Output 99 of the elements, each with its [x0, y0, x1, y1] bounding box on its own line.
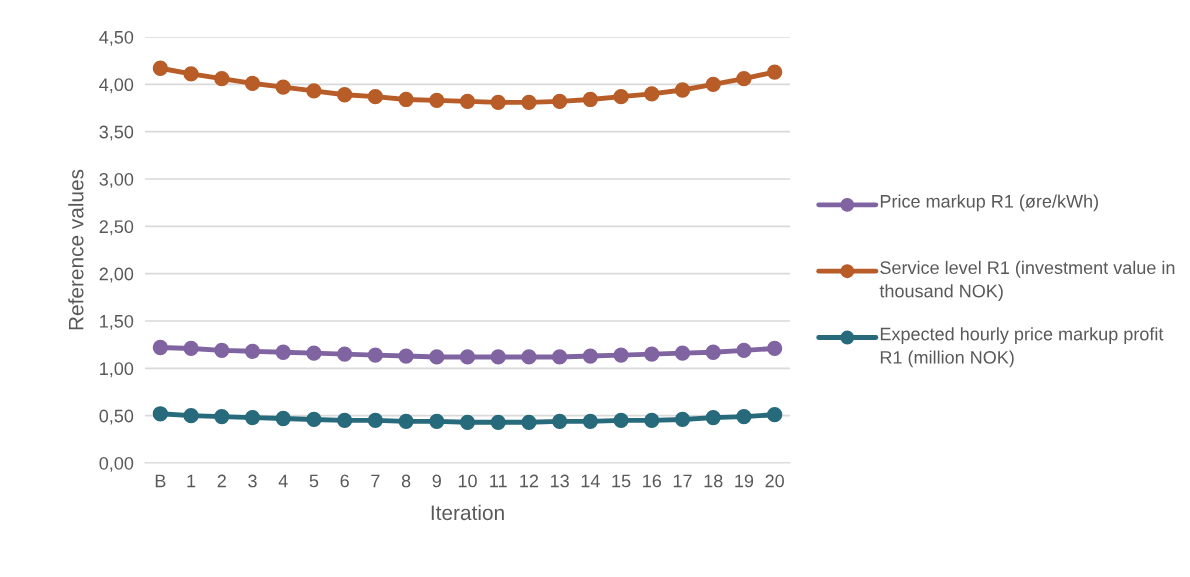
x-tick-label: 9	[432, 474, 441, 488]
x-tick-label: 12	[520, 474, 539, 488]
point	[429, 92, 445, 109]
point	[306, 83, 322, 99]
x-tick-label: 7	[371, 474, 380, 488]
point	[306, 411, 322, 428]
point	[736, 408, 752, 425]
x-tick-label: 20	[765, 474, 784, 488]
x-tick-label: 13	[550, 474, 569, 488]
point	[183, 66, 199, 82]
point	[674, 82, 691, 98]
point	[152, 406, 168, 422]
y-axis-title: Reference values	[68, 169, 84, 330]
legend-label: Expected hourly price markup profit R1 (million NOK)	[880, 327, 1164, 368]
point	[767, 64, 783, 80]
y-tick-label: 2,00	[99, 267, 134, 283]
x-tick-label: 14	[581, 474, 600, 488]
y-tick-label: 0,50	[99, 409, 134, 425]
point	[582, 413, 598, 429]
point	[552, 349, 568, 365]
point	[767, 340, 783, 357]
point	[152, 339, 168, 356]
point	[521, 349, 537, 365]
point	[644, 86, 660, 102]
point	[275, 344, 291, 360]
point	[674, 345, 691, 361]
point	[183, 408, 199, 424]
point	[736, 342, 752, 358]
point	[674, 411, 691, 428]
point	[214, 408, 230, 425]
point	[644, 346, 660, 362]
point	[705, 344, 721, 360]
point	[337, 346, 353, 362]
point	[398, 348, 414, 364]
point	[306, 345, 322, 361]
point	[275, 410, 291, 427]
point	[613, 89, 629, 105]
point	[214, 71, 230, 87]
x-tick-label: 17	[673, 474, 692, 488]
point	[459, 414, 476, 430]
x-tick-label: 6	[340, 474, 349, 488]
x-tick-label: 10	[458, 474, 477, 488]
y-tick-label: 3,50	[99, 125, 134, 141]
point	[275, 79, 291, 95]
x-tick-label: 16	[643, 474, 662, 488]
point	[521, 414, 537, 430]
y-tick-label: 1,00	[100, 362, 134, 378]
x-tick-label: 11	[490, 474, 507, 488]
y-tick-label: 1,50	[100, 314, 134, 330]
point	[705, 76, 721, 92]
point	[244, 343, 261, 359]
legend-label: Service level R1 (investment value in thousand NOK)	[879, 260, 1175, 301]
point	[490, 94, 506, 110]
x-tick-label: 18	[704, 474, 723, 488]
x-tick-label: 3	[248, 474, 257, 488]
point	[367, 412, 383, 429]
point	[736, 71, 752, 87]
point	[152, 60, 168, 76]
point	[705, 409, 721, 426]
point	[367, 347, 383, 363]
point	[214, 342, 230, 358]
legend-label: Price markup R1 (øre/kWh)	[880, 194, 1098, 212]
point	[613, 412, 629, 429]
point	[552, 93, 568, 110]
x-tick-label: 5	[309, 474, 319, 488]
x-tick-label: B	[155, 474, 166, 488]
point	[367, 89, 383, 105]
y-tick-label: 3,00	[99, 172, 134, 188]
x-tick-label: 4	[278, 474, 288, 488]
point	[398, 91, 414, 108]
point	[552, 413, 568, 429]
y-tick-label: 2,50	[99, 220, 134, 236]
x-tick-label: 1	[187, 474, 196, 488]
point	[582, 91, 598, 108]
x-tick-label: 19	[735, 474, 754, 488]
x-tick-label: 2	[217, 474, 226, 488]
point	[244, 409, 261, 426]
point	[644, 412, 660, 429]
point	[244, 75, 261, 92]
point	[183, 340, 199, 357]
point	[490, 414, 506, 430]
x-tick-label: 15	[612, 474, 631, 488]
point	[459, 93, 476, 110]
y-tick-label: 4,00	[99, 78, 134, 94]
y-tick-label: 4,50	[99, 30, 134, 46]
point	[582, 348, 598, 364]
x-axis-title: Iteration	[431, 504, 504, 521]
point	[613, 347, 629, 363]
x-tick-label: 8	[401, 474, 411, 488]
point	[337, 87, 353, 103]
point	[398, 413, 414, 429]
point	[459, 349, 476, 365]
point	[429, 413, 445, 429]
point	[521, 94, 537, 110]
point	[767, 407, 783, 423]
point	[429, 349, 445, 365]
y-tick-label: 0,00	[99, 456, 134, 472]
point	[490, 349, 506, 365]
point	[337, 412, 353, 429]
